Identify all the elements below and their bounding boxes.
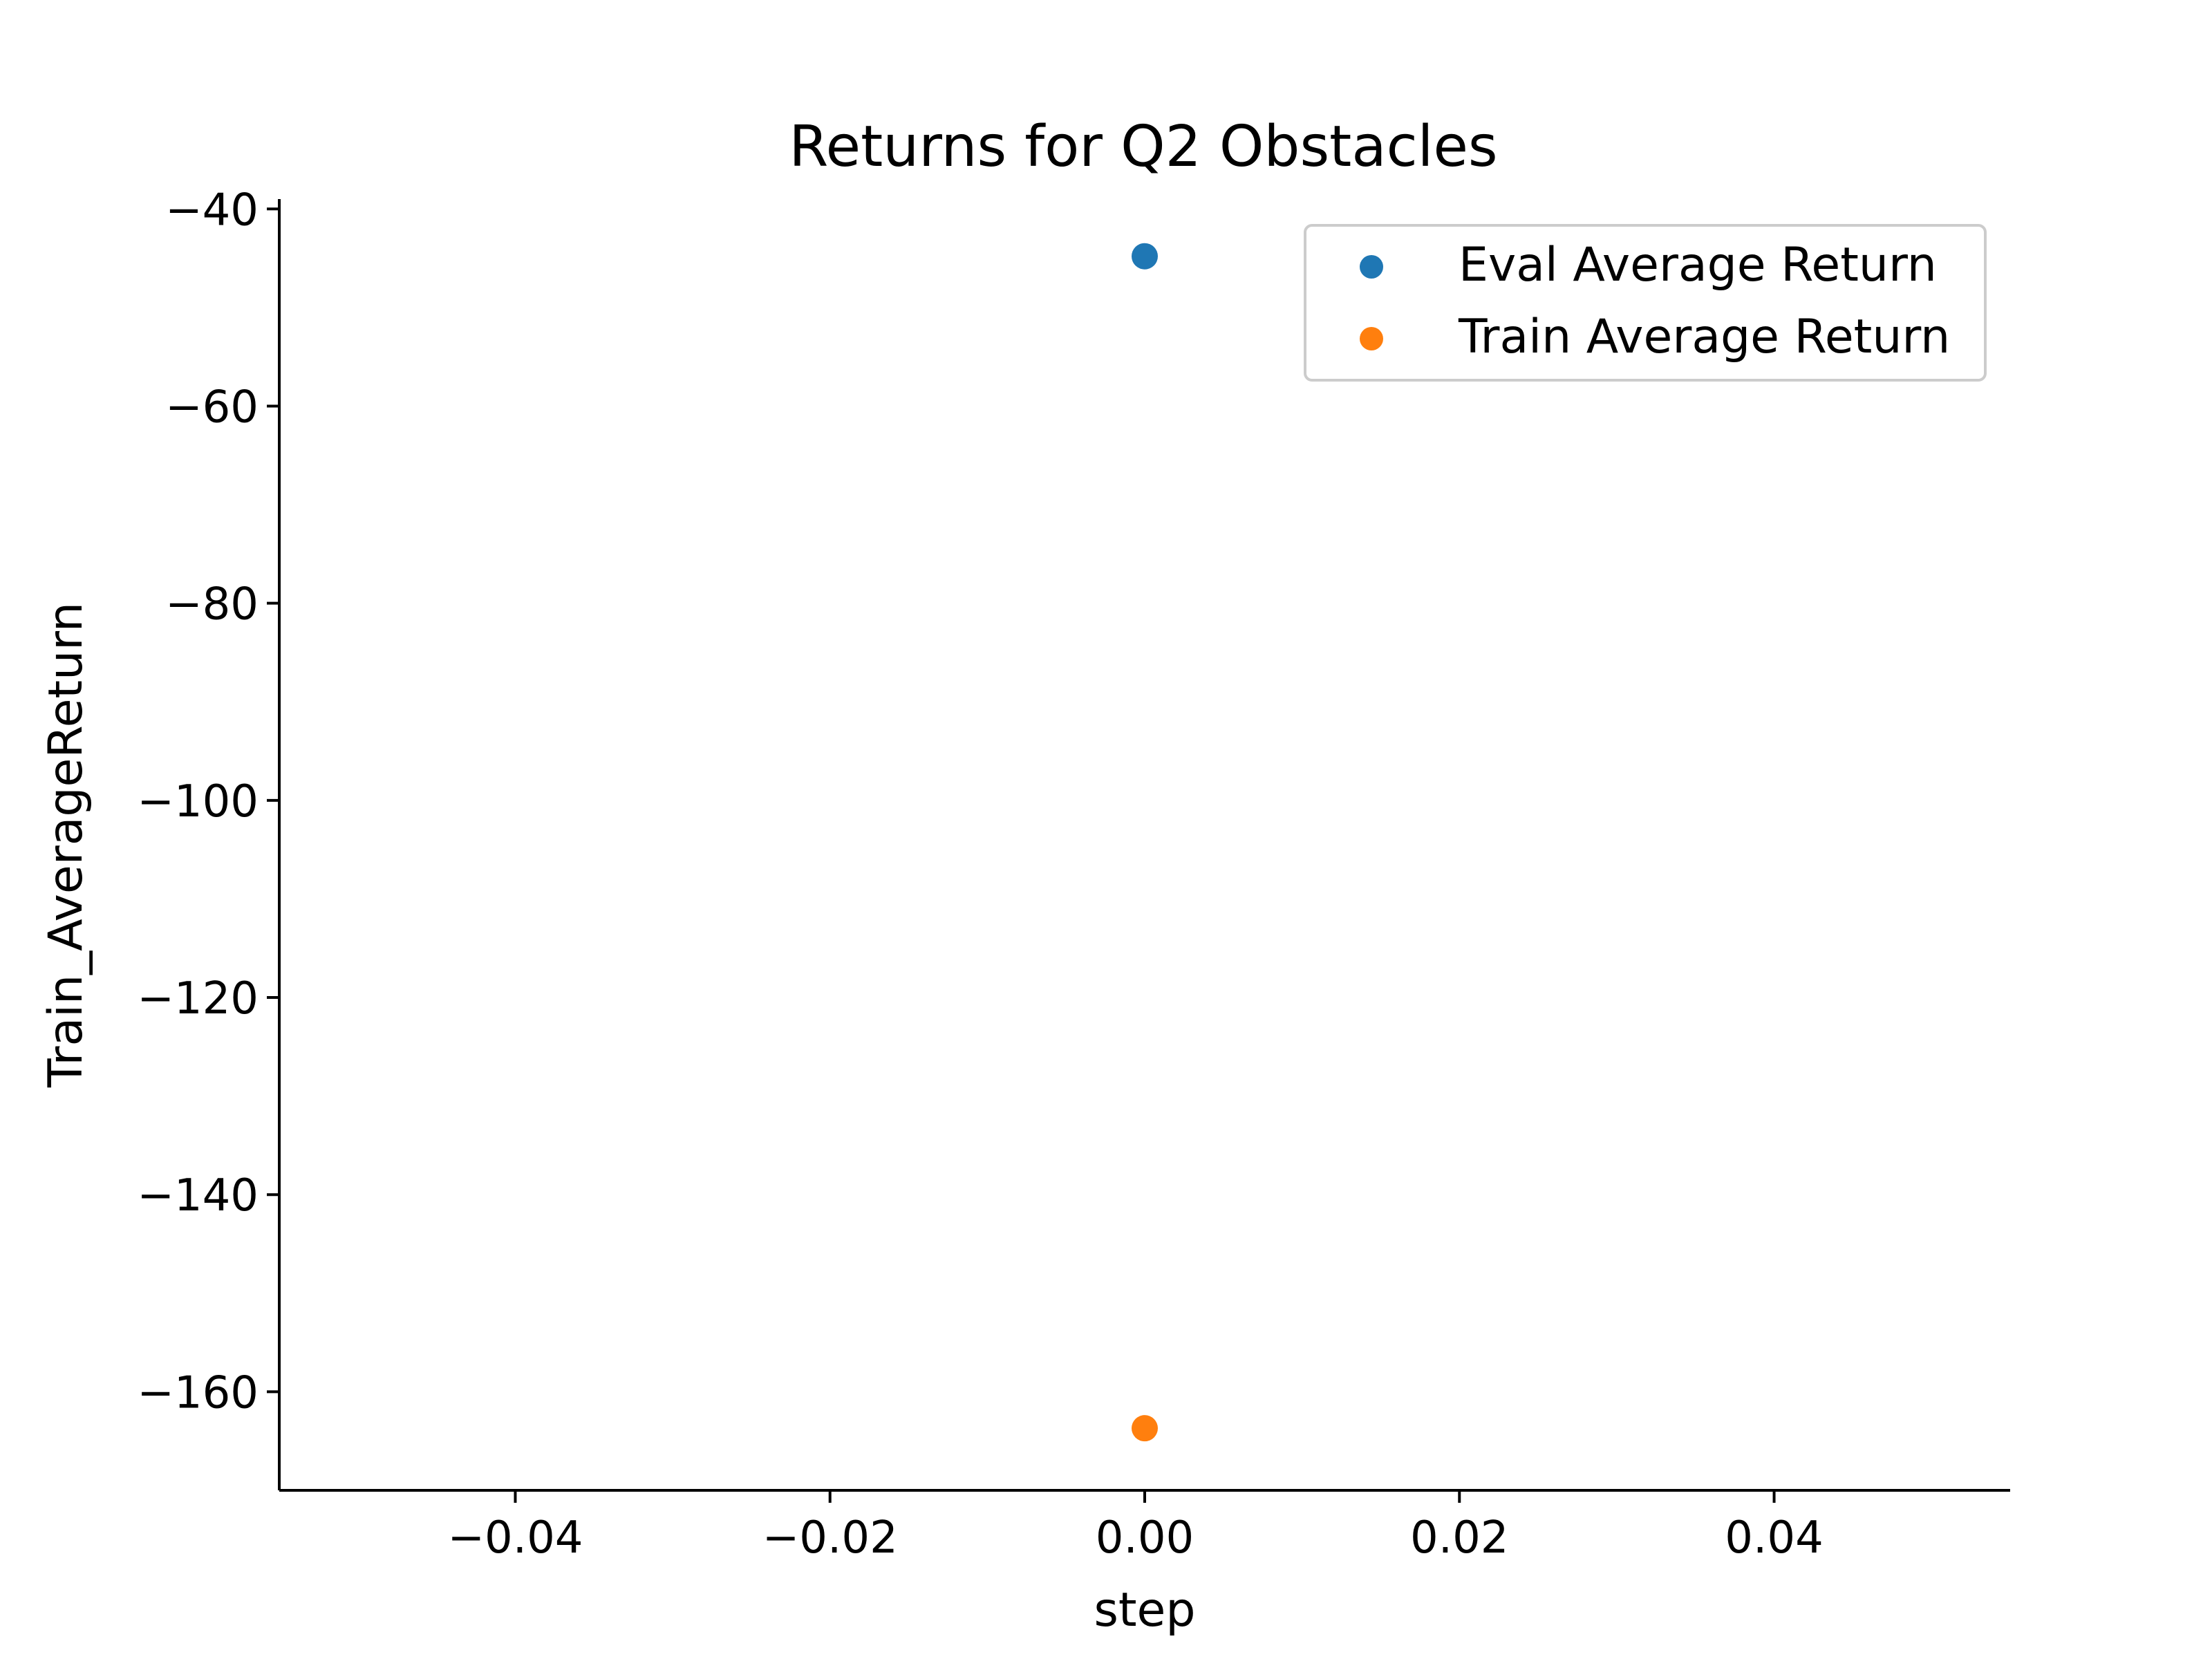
y-tick-label: −120 bbox=[137, 973, 259, 1024]
y-tick-label: −160 bbox=[137, 1367, 259, 1418]
y-axis-label: Train_AverageReturn bbox=[39, 602, 93, 1088]
data-points bbox=[1132, 243, 1158, 1442]
y-tick-label: −140 bbox=[137, 1170, 259, 1221]
y-tick-label: −80 bbox=[165, 579, 259, 630]
legend-marker-eval bbox=[1360, 255, 1383, 279]
data-point-train bbox=[1132, 1415, 1158, 1442]
legend-label-eval: Eval Average Return bbox=[1459, 238, 1937, 292]
y-tick-label: −100 bbox=[137, 776, 259, 827]
x-axis-ticks: −0.04 −0.02 0.00 0.02 0.04 bbox=[447, 1490, 1824, 1564]
y-axis-ticks: −40 −60 −80 −100 −120 −140 −160 bbox=[137, 185, 279, 1418]
x-tick-label: −0.04 bbox=[447, 1512, 583, 1564]
legend: Eval Average Return Train Average Return bbox=[1304, 224, 1987, 382]
legend-marker-train bbox=[1360, 327, 1383, 350]
y-tick-label: −60 bbox=[165, 382, 259, 433]
x-tick-label: −0.02 bbox=[762, 1512, 898, 1564]
x-tick-label: 0.04 bbox=[1725, 1512, 1824, 1564]
data-point-eval bbox=[1132, 243, 1158, 270]
legend-label-train: Train Average Return bbox=[1458, 310, 1950, 364]
x-axis-label: step bbox=[1094, 1583, 1195, 1638]
x-tick-label: 0.00 bbox=[1096, 1512, 1194, 1564]
y-tick-label: −40 bbox=[165, 185, 259, 236]
legend-frame bbox=[1304, 224, 1987, 382]
chart-title: Returns for Q2 Obstacles bbox=[789, 114, 1497, 180]
x-tick-label: 0.02 bbox=[1410, 1512, 1509, 1564]
